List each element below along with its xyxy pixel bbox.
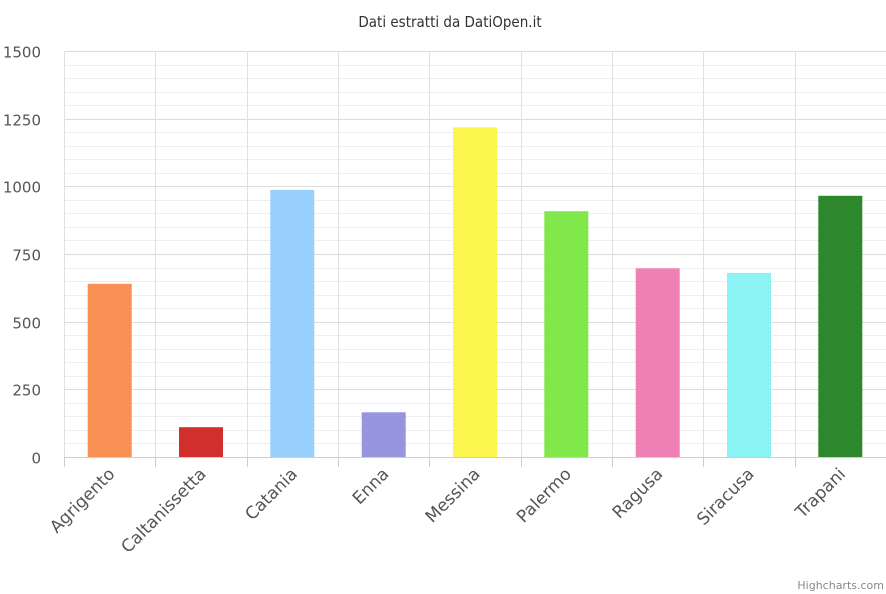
bar-ragusa[interactable]: [635, 268, 680, 457]
bar-trapani[interactable]: [818, 195, 863, 458]
x-tick-label: Catania: [242, 464, 302, 524]
bar-agrigento[interactable]: [87, 283, 132, 457]
x-tick-label: Siracusa: [693, 464, 758, 529]
bars: [87, 127, 863, 458]
bar-catania[interactable]: [270, 189, 315, 457]
y-tick-label: 750: [12, 247, 41, 265]
x-tick-label: Enna: [349, 464, 393, 508]
bar-palermo[interactable]: [544, 211, 589, 457]
x-tick-label: Caltanissetta: [118, 464, 211, 557]
y-tick-label: 1250: [3, 112, 41, 130]
bar-messina[interactable]: [453, 127, 497, 458]
vertical-gridlines: [64, 51, 796, 457]
y-tick-labels: 0 250 500 750 1000 1250 1500: [3, 44, 41, 468]
x-tick-label: Trapani: [791, 464, 850, 523]
credits-link[interactable]: Highcharts.com: [797, 579, 884, 592]
bar-enna[interactable]: [361, 412, 406, 457]
y-tick-label: 250: [12, 382, 41, 400]
y-tick-label: 1500: [3, 44, 41, 62]
x-tick-label: Agrigento: [46, 464, 119, 537]
bar-caltanissetta[interactable]: [179, 427, 223, 457]
chart-title: Dati estratti da DatiOpen.it: [358, 13, 541, 31]
x-tick-label: Messina: [422, 464, 485, 527]
y-tick-label: 500: [12, 315, 41, 333]
y-tick-label: 1000: [3, 179, 41, 197]
x-tick-label: Palermo: [513, 464, 576, 527]
y-tick-label: 0: [31, 450, 41, 468]
x-tick-label: Ragusa: [609, 464, 667, 522]
x-tick-marks: [64, 457, 796, 467]
bar-siracusa[interactable]: [727, 272, 771, 457]
